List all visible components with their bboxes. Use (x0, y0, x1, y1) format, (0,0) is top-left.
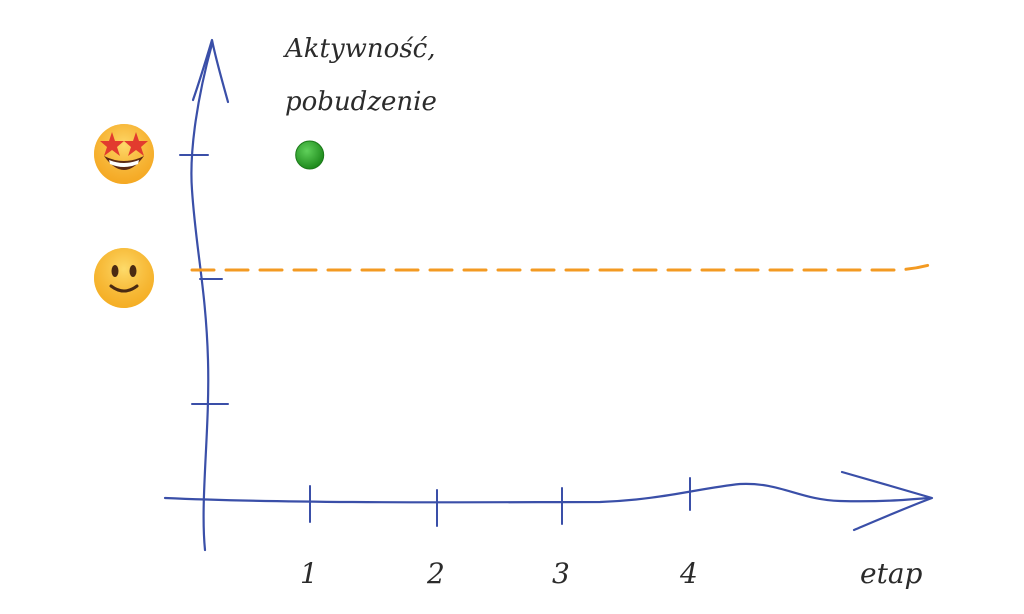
y-axis (190, 42, 214, 552)
x-tick-label-4: 4 (679, 557, 698, 590)
chart-title-line-2: pobudzenie (285, 87, 437, 117)
x-axis-arrowhead (840, 470, 934, 532)
x-tick-label-2: 2 (426, 557, 445, 590)
x-tick-label-1: 1 (300, 557, 318, 590)
data-marks (190, 140, 934, 272)
y-axis-arrowhead (191, 38, 230, 104)
x-axis (163, 482, 930, 504)
data-point (295, 140, 325, 170)
slightly-smiling-face-icon (94, 248, 154, 308)
star-struck-face-icon (94, 124, 154, 184)
x-axis-label: etap (860, 557, 923, 590)
dashed-series-line (190, 262, 934, 272)
chart-title-line-1: Aktywność, (283, 34, 436, 64)
x-tick-label-3: 3 (552, 557, 570, 590)
